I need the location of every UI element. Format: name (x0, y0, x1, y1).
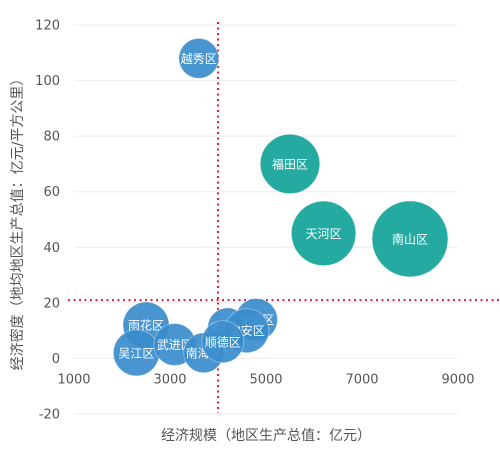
y-tick-label: -20 (39, 408, 60, 423)
x-tick-label: 7000 (345, 372, 378, 387)
bubble-福田区: 福田区 (259, 133, 321, 195)
y-tick-label: 100 (35, 74, 60, 89)
bubble-point (201, 320, 245, 364)
bubble-point (371, 200, 449, 278)
x-tick-label: 3000 (153, 372, 186, 387)
y-tick-label: 0 (52, 352, 60, 367)
y-tick-label: 80 (43, 130, 60, 145)
x-tick-label: 5000 (249, 372, 282, 387)
y-axis-title: 经济密度（地均地区生产总值：亿元/平方公里） (9, 72, 26, 371)
y-tick-label: 60 (43, 185, 60, 200)
bubble-label: 福田区 (272, 156, 308, 171)
x-tick-label: 9000 (441, 372, 474, 387)
x-tick-label: 1000 (57, 372, 90, 387)
bubble-顺德区: 顺德区 (201, 320, 245, 364)
bubble-吴江区: 吴江区 (112, 329, 160, 377)
bubble-label: 天河区 (306, 227, 342, 241)
x-axis-title: 经济规模（地区生产总值：亿元） (161, 428, 371, 444)
bubble-南山区: 南山区 (371, 200, 449, 278)
bubble-天河区: 天河区 (290, 200, 357, 267)
y-tick-label: 120 (35, 19, 60, 34)
bubble-label: 南山区 (392, 231, 428, 246)
bubble-label: 顺德区 (205, 334, 241, 349)
y-tick-label: 40 (43, 241, 60, 256)
bubble-label: 雨花区 (128, 318, 164, 333)
bubble-越秀区: 越秀区 (178, 37, 220, 79)
bubble-label: 越秀区 (181, 52, 217, 66)
bubble-label: 武进区 (157, 338, 193, 352)
bubble-point (178, 37, 220, 79)
bubble-point (290, 200, 357, 267)
y-tick-label: 20 (43, 296, 60, 311)
bubble-point (259, 133, 321, 195)
bubble-雨花区: 雨花区 (122, 301, 170, 349)
bubble-label: 吴江区 (118, 346, 154, 360)
